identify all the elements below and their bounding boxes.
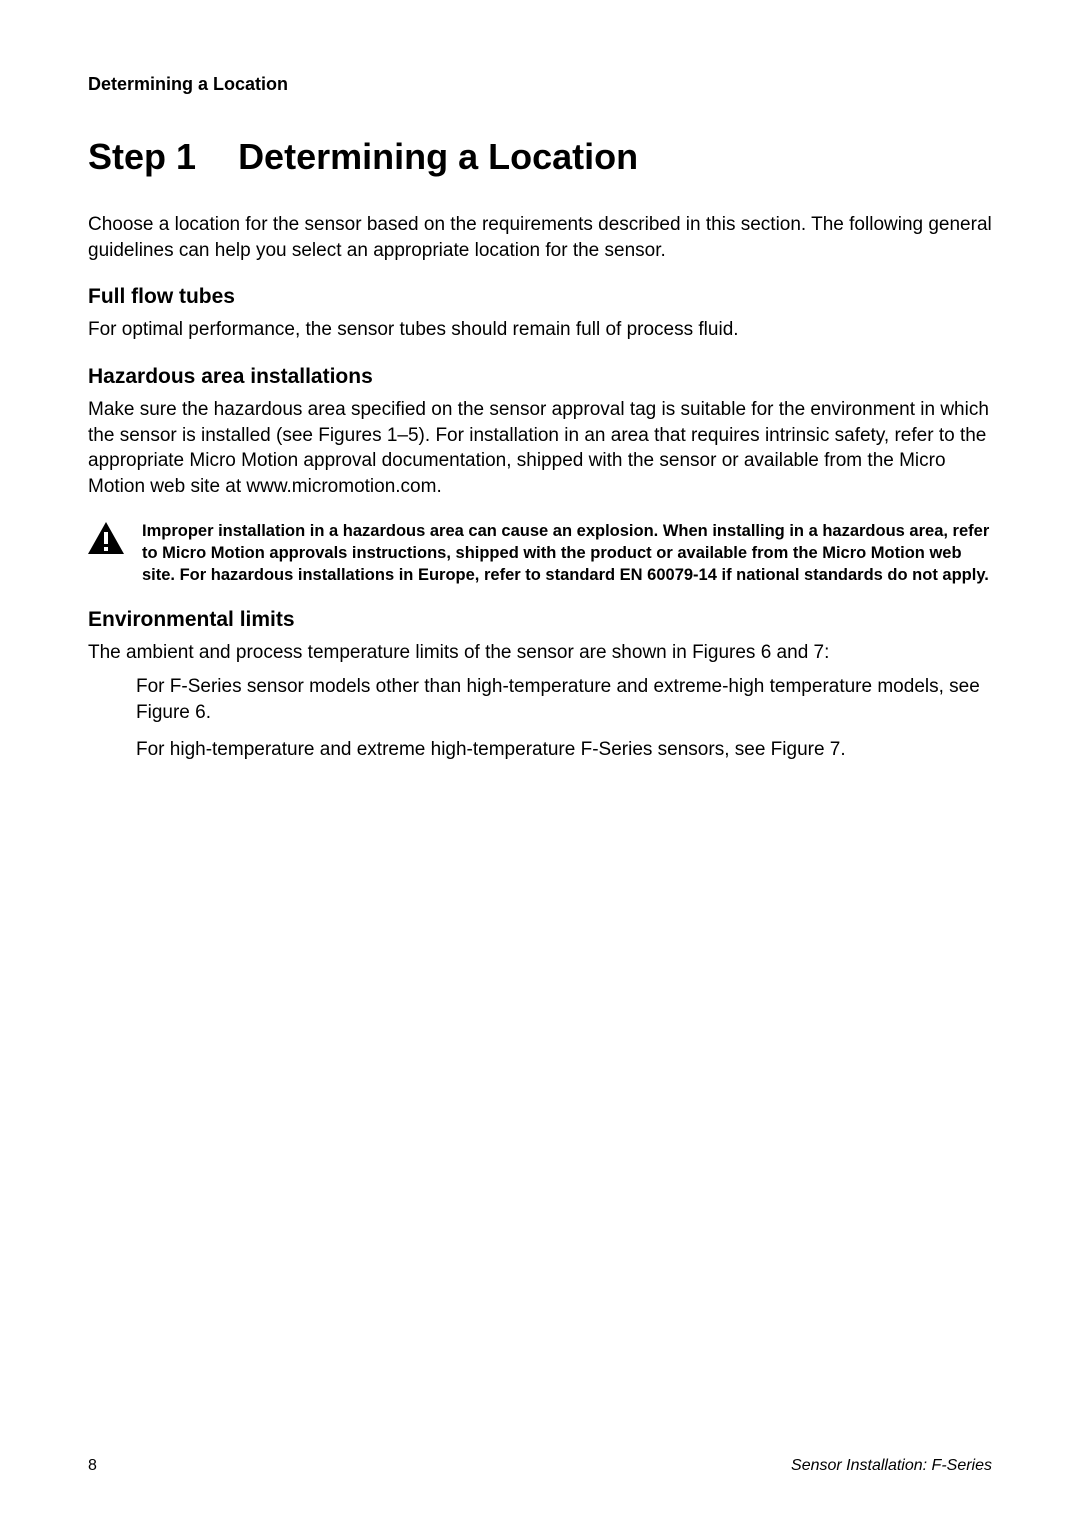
- subhead-full-flow: Full flow tubes: [88, 285, 992, 309]
- step-label: Step 1: [88, 135, 196, 178]
- step-title-text: Determining a Location: [238, 136, 638, 177]
- page-number: 8: [88, 1457, 97, 1475]
- env-body: The ambient and process temperature limi…: [88, 640, 992, 666]
- page-footer: 8 Sensor Installation: F-Series: [88, 1457, 992, 1475]
- intro-paragraph: Choose a location for the sensor based o…: [88, 212, 992, 263]
- subhead-hazardous: Hazardous area installations: [88, 365, 992, 389]
- list-item: For high-temperature and extreme high-te…: [136, 737, 992, 763]
- full-flow-body: For optimal performance, the sensor tube…: [88, 317, 992, 343]
- hazardous-body: Make sure the hazardous area specified o…: [88, 397, 992, 500]
- warning-triangle-icon: [88, 522, 124, 554]
- env-bullet-list: For F-Series sensor models other than hi…: [88, 674, 992, 763]
- list-item: For F-Series sensor models other than hi…: [136, 674, 992, 725]
- warning-block: Improper installation in a hazardous are…: [88, 520, 992, 587]
- step-heading: Step 1 Determining a Location: [88, 135, 992, 178]
- running-header: Determining a Location: [88, 74, 992, 95]
- footer-doc-title: Sensor Installation: F-Series: [791, 1457, 992, 1475]
- warning-text: Improper installation in a hazardous are…: [142, 520, 992, 587]
- subhead-env-limits: Environmental limits: [88, 608, 992, 632]
